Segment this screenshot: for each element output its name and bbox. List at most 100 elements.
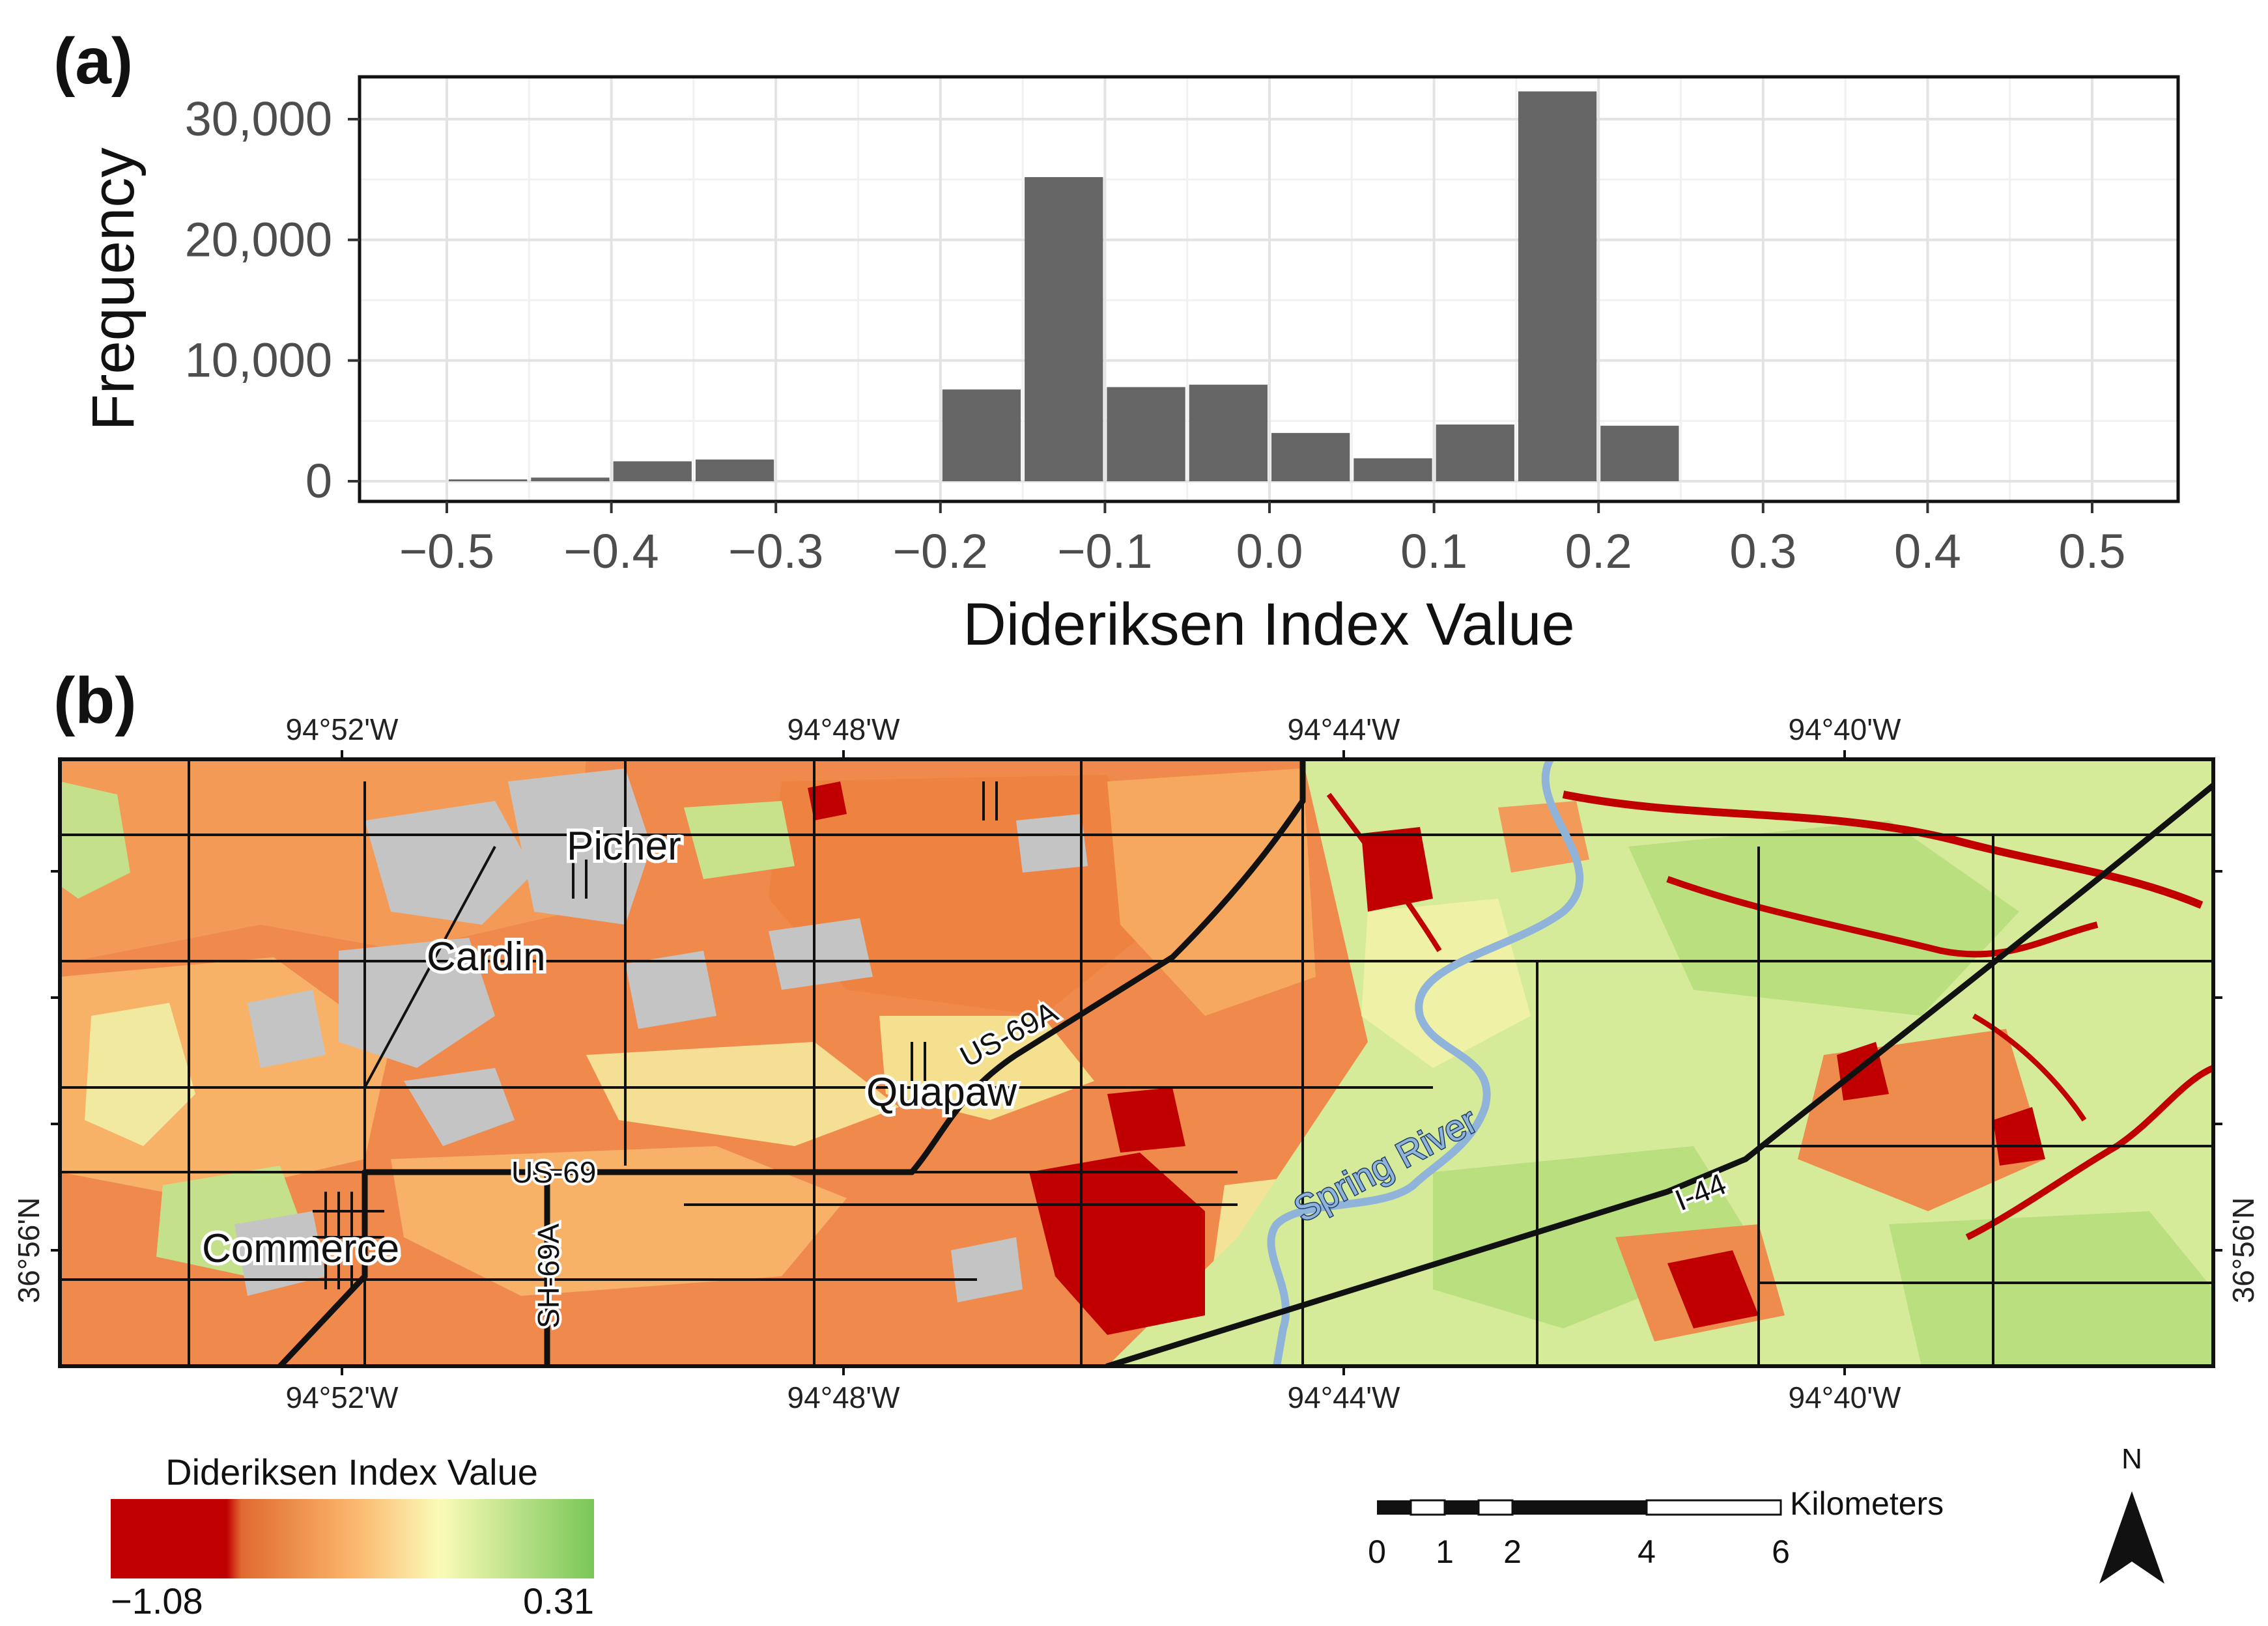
left-latitude-label: 36°56'N (12, 1198, 46, 1304)
town-streets (313, 781, 998, 1289)
top-longitude-label: 94°40'W (1789, 712, 1902, 746)
scale-tick-label: 0 (1368, 1534, 1386, 1570)
histogram: −0.5 −0.4 −0.3 −0.2 −0.1 0.0 0.1 0.2 0.3 0.4 0.5 0… (80, 75, 2180, 658)
x-tick-label: 0.3 (1729, 524, 1796, 578)
map-gray-zone (769, 918, 873, 990)
map-drainage (1666, 876, 2099, 958)
histogram-bar (1518, 91, 1597, 481)
place-label-commerce: Commerce (202, 1226, 399, 1271)
map-dark-red-zone (1107, 1087, 1185, 1153)
bottom-longitude-label: 94°52'W (286, 1381, 399, 1414)
legend-gradient-bar (111, 1499, 594, 1578)
legend-max-label: 0.31 (523, 1580, 594, 1621)
map-gray-zone (1016, 814, 1088, 873)
highway-commerce (277, 1169, 368, 1366)
y-tick-label: 0 (305, 454, 332, 508)
place-label-picher: Picher (567, 824, 681, 869)
map-frame (58, 757, 2215, 1368)
map-highways (277, 759, 2213, 1366)
histogram-bar (449, 479, 528, 481)
x-tick-label: 0.2 (1565, 524, 1632, 578)
map-gray-zone (625, 951, 716, 1029)
scale-tick-label: 2 (1503, 1534, 1522, 1570)
road-label-us69: US-69 (511, 1155, 596, 1189)
road-label-sh69a: SH-69A (532, 1224, 565, 1328)
x-tick-label: −0.4 (564, 524, 659, 578)
map-yellow-zone (1361, 899, 1531, 1068)
x-tick-label: 0.5 (2059, 524, 2126, 578)
y-tick-label: 20,000 (185, 212, 332, 266)
map-gray-zone (248, 990, 326, 1068)
map-light-orange-zone (391, 1146, 847, 1296)
map-green-zone (1628, 820, 2019, 1016)
histogram-bar (695, 459, 774, 481)
panel-a-label: (a) (53, 25, 133, 98)
map-dark-red-zone (1667, 1250, 1759, 1328)
map-gray-zone (508, 768, 651, 925)
scale-tick-label: 4 (1637, 1534, 1656, 1570)
spring-river (1267, 759, 1584, 1366)
x-tick-label: −0.1 (1057, 524, 1152, 578)
bottom-longitude-label: 94°48'W (787, 1381, 901, 1414)
grid-major-x (446, 77, 2093, 501)
map-gray-zone (339, 938, 495, 1068)
histogram-bar (1189, 384, 1268, 481)
x-tick-label: 0.4 (1894, 524, 1961, 578)
y-axis-label: Frequency (80, 148, 147, 431)
histogram-bars (449, 91, 1679, 481)
map-light-orange-zone (1107, 768, 1316, 1016)
x-tick-label: 0.0 (1236, 524, 1303, 578)
y-tick-label: 30,000 (185, 92, 332, 146)
legend-min-label: −1.08 (111, 1580, 203, 1621)
north-arrow-icon (2099, 1491, 2164, 1584)
color-legend: Dideriksen Index Value −1.08 0.31 (111, 1451, 594, 1621)
bottom-longitude-label: 94°40'W (1789, 1381, 1902, 1414)
map-dark-red-zone (1993, 1107, 2045, 1166)
scale-bar: Kilometers 0 1 2 4 6 (1368, 1485, 1944, 1570)
scale-tick-label: 6 (1772, 1534, 1790, 1570)
map-gray-zone (365, 801, 534, 925)
histogram-bar (1600, 425, 1679, 481)
map-green-zone (1889, 1211, 2213, 1366)
place-label-quapaw: Quapaw (866, 1070, 1017, 1115)
top-longitude-label: 94°48'W (787, 712, 901, 746)
map-green-zone (60, 781, 130, 899)
x-tick-label: 0.1 (1400, 524, 1467, 578)
map-dark-red-zone (1361, 827, 1433, 912)
top-longitude-label: 94°44'W (1288, 712, 1401, 746)
bottom-longitude-label: 94°44'W (1288, 1381, 1401, 1414)
map-yellow-zone (85, 1003, 195, 1146)
top-longitude-label: 94°52'W (286, 712, 399, 746)
panel-b-label: (b) (53, 664, 137, 737)
map-section-roads (60, 759, 2213, 1366)
histogram-bar (1107, 387, 1185, 481)
scale-tick-label: 1 (1436, 1534, 1454, 1570)
map-dark-red-zone (808, 781, 847, 820)
north-arrow: N (2099, 1443, 2164, 1584)
x-tick-label: −0.2 (893, 524, 988, 578)
index-map: Picher Cardin Quapaw Commerce US-69A US-… (60, 759, 2213, 1366)
map-green-zone (684, 801, 795, 879)
histogram-bar (1354, 458, 1432, 481)
x-tick-label: −0.3 (728, 524, 823, 578)
map-drainage (1972, 1013, 2087, 1122)
map-frame-ticks (51, 750, 2222, 1375)
right-latitude-label: 36°56'N (2226, 1198, 2260, 1304)
highway-i44 (1104, 782, 2213, 1366)
histogram-bar (531, 477, 610, 481)
highway-us69a (909, 759, 1306, 1175)
map-drainage (1326, 792, 1442, 953)
map-orange-zone (1498, 801, 1589, 873)
x-axis-ticks: −0.5 −0.4 −0.3 −0.2 −0.1 0.0 0.1 0.2 0.3 0.4 0.5 (399, 501, 2125, 578)
x-axis-label: Dideriksen Index Value (963, 591, 1574, 658)
histogram-bar (1025, 176, 1103, 481)
histogram-bar (942, 389, 1021, 481)
legend-title: Dideriksen Index Value (165, 1451, 538, 1493)
histogram-bar (1436, 424, 1514, 481)
y-tick-label: 10,000 (185, 333, 332, 387)
grid-minor-x (528, 77, 2011, 501)
x-tick-label: −0.5 (399, 524, 494, 578)
map-gray-zone (234, 1211, 326, 1296)
map-gray-zone (951, 1237, 1023, 1302)
